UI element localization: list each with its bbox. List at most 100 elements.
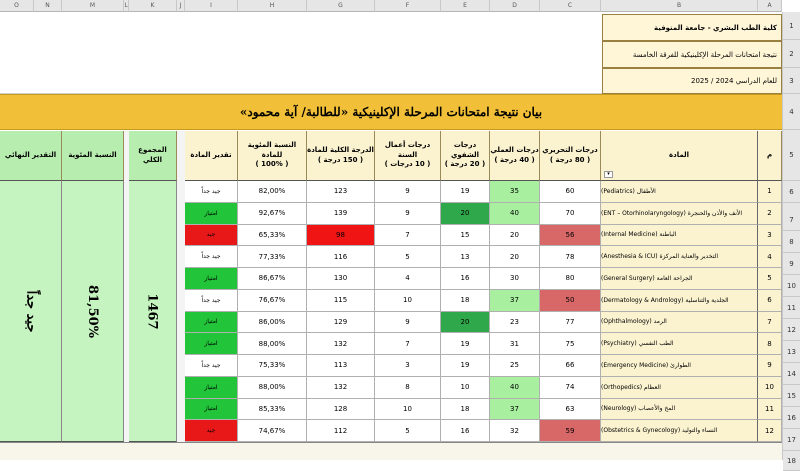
cell-practical-row-10[interactable]: 40: [490, 376, 540, 399]
cell-written-row-1[interactable]: 60: [540, 181, 601, 203]
cell-total-row-7[interactable]: 129: [307, 311, 375, 334]
cell-subject-row-8[interactable]: الطب النفسي (Psychiatry): [601, 333, 758, 355]
filter-dropdown-icon[interactable]: ▾: [604, 171, 613, 178]
row-header-4[interactable]: 4: [783, 94, 800, 130]
cell-subject-row-7[interactable]: الرمد (Ophthalmology): [601, 311, 758, 334]
row-header-6[interactable]: 6: [783, 181, 800, 203]
cell-grade-row-10[interactable]: امتياز: [185, 376, 238, 399]
cell-written-row-8[interactable]: 75: [540, 333, 601, 355]
cell-percent-row-10[interactable]: 88,00%: [238, 376, 307, 399]
row-header-3[interactable]: 3: [783, 68, 800, 94]
row-header-9[interactable]: 9: [783, 253, 800, 275]
cell-percent-row-5[interactable]: 86,67%: [238, 268, 307, 290]
cell-percent-row-12[interactable]: 74,67%: [238, 420, 307, 442]
row-header-7[interactable]: 7: [783, 209, 800, 231]
cell-yearwork-row-4[interactable]: 5: [375, 246, 441, 268]
cell-n-row-10[interactable]: 10: [758, 376, 782, 399]
cell-written-row-12[interactable]: 59: [540, 420, 601, 442]
cell-n-row-6[interactable]: 6: [758, 289, 782, 312]
cell-yearwork-row-7[interactable]: 9: [375, 311, 441, 334]
cell-oral-row-2[interactable]: 20: [441, 202, 490, 225]
cell-grade-row-2[interactable]: امتياز: [185, 202, 238, 225]
cell-written-row-6[interactable]: 50: [540, 289, 601, 312]
cell-written-row-7[interactable]: 77: [540, 311, 601, 334]
cell-subject-row-2[interactable]: الأنف والأذن والحنجرة (ENT – Otorhinolar…: [601, 202, 758, 225]
cell-practical-row-11[interactable]: 37: [490, 398, 540, 421]
cell-written-row-3[interactable]: 56: [540, 224, 601, 247]
row-header-15[interactable]: 15: [783, 385, 800, 407]
cell-yearwork-row-8[interactable]: 7: [375, 333, 441, 355]
cell-subject-row-9[interactable]: الطوارئ (Emergency Medicine): [601, 355, 758, 377]
column-header-m[interactable]: M: [62, 0, 124, 12]
cell-subject-row-12[interactable]: النساء والتوليد (Obstetrics & Gynecology…: [601, 420, 758, 442]
row-header-11[interactable]: 11: [783, 297, 800, 319]
row-header-12[interactable]: 12: [783, 319, 800, 341]
cell-oral-row-12[interactable]: 16: [441, 420, 490, 442]
cell-total-row-10[interactable]: 132: [307, 376, 375, 399]
cell-yearwork-row-11[interactable]: 10: [375, 398, 441, 421]
cell-n-row-5[interactable]: 5: [758, 268, 782, 290]
cell-percent-row-1[interactable]: 82,00%: [238, 181, 307, 203]
row-header-10[interactable]: 10: [783, 275, 800, 297]
cell-subject-row-6[interactable]: الجلدية والتناسلية (Dermatology & Androl…: [601, 289, 758, 312]
cell-practical-row-3[interactable]: 20: [490, 224, 540, 247]
cell-grade-row-8[interactable]: امتياز: [185, 333, 238, 355]
cell-total-row-4[interactable]: 116: [307, 246, 375, 268]
cell-total-row-9[interactable]: 113: [307, 355, 375, 377]
cell-yearwork-row-5[interactable]: 4: [375, 268, 441, 290]
overall-percent-cell[interactable]: 81,50%: [62, 181, 124, 442]
column-header-o[interactable]: O: [0, 0, 34, 12]
row-header-5[interactable]: 5: [783, 130, 800, 181]
cell-n-row-7[interactable]: 7: [758, 311, 782, 334]
cell-percent-row-3[interactable]: 65,33%: [238, 224, 307, 247]
column-header-f[interactable]: F: [375, 0, 441, 12]
cell-grade-row-4[interactable]: جيد جداً: [185, 246, 238, 268]
row-header-16[interactable]: 16: [783, 407, 800, 429]
row-header-8[interactable]: 8: [783, 231, 800, 253]
cell-total-row-12[interactable]: 112: [307, 420, 375, 442]
row-header-14[interactable]: 14: [783, 363, 800, 385]
overall-total-cell[interactable]: 1467: [129, 181, 177, 442]
column-header-d[interactable]: D: [490, 0, 540, 12]
cell-percent-row-2[interactable]: 92,67%: [238, 202, 307, 225]
cell-practical-row-6[interactable]: 37: [490, 289, 540, 312]
cell-oral-row-3[interactable]: 15: [441, 224, 490, 247]
cell-practical-row-7[interactable]: 23: [490, 311, 540, 334]
cell-total-row-8[interactable]: 132: [307, 333, 375, 355]
column-header-g[interactable]: G: [307, 0, 375, 12]
cell-total-row-2[interactable]: 139: [307, 202, 375, 225]
cell-written-row-2[interactable]: 70: [540, 202, 601, 225]
cell-yearwork-row-9[interactable]: 3: [375, 355, 441, 377]
cell-yearwork-row-12[interactable]: 5: [375, 420, 441, 442]
cell-grade-row-5[interactable]: امتياز: [185, 268, 238, 290]
cell-practical-row-9[interactable]: 25: [490, 355, 540, 377]
cell-grade-row-12[interactable]: جيد: [185, 420, 238, 442]
row-header-13[interactable]: 13: [783, 341, 800, 363]
cell-practical-row-5[interactable]: 30: [490, 268, 540, 290]
cell-oral-row-1[interactable]: 19: [441, 181, 490, 203]
cell-oral-row-8[interactable]: 19: [441, 333, 490, 355]
cell-percent-row-4[interactable]: 77,33%: [238, 246, 307, 268]
cell-n-row-3[interactable]: 3: [758, 224, 782, 247]
cell-grade-row-3[interactable]: جيد: [185, 224, 238, 247]
cell-total-row-6[interactable]: 115: [307, 289, 375, 312]
cell-oral-row-7[interactable]: 20: [441, 311, 490, 334]
cell-oral-row-5[interactable]: 16: [441, 268, 490, 290]
cell-subject-row-10[interactable]: العظام (Orthopedics): [601, 376, 758, 399]
cell-yearwork-row-1[interactable]: 9: [375, 181, 441, 203]
column-header-c[interactable]: C: [540, 0, 601, 12]
cell-oral-row-9[interactable]: 19: [441, 355, 490, 377]
cell-written-row-10[interactable]: 74: [540, 376, 601, 399]
cell-grade-row-9[interactable]: جيد جداً: [185, 355, 238, 377]
cell-practical-row-8[interactable]: 31: [490, 333, 540, 355]
cell-written-row-4[interactable]: 78: [540, 246, 601, 268]
column-header-h[interactable]: H: [238, 0, 307, 12]
row-header-17[interactable]: 17: [783, 429, 800, 451]
column-header-b[interactable]: B: [601, 0, 758, 12]
row-header-18[interactable]: 18: [783, 451, 800, 471]
cell-subject-row-1[interactable]: الأطفال (Pediatrics): [601, 181, 758, 203]
cell-total-row-11[interactable]: 128: [307, 398, 375, 421]
cell-percent-row-6[interactable]: 76,67%: [238, 289, 307, 312]
cell-oral-row-4[interactable]: 13: [441, 246, 490, 268]
cell-n-row-8[interactable]: 8: [758, 333, 782, 355]
